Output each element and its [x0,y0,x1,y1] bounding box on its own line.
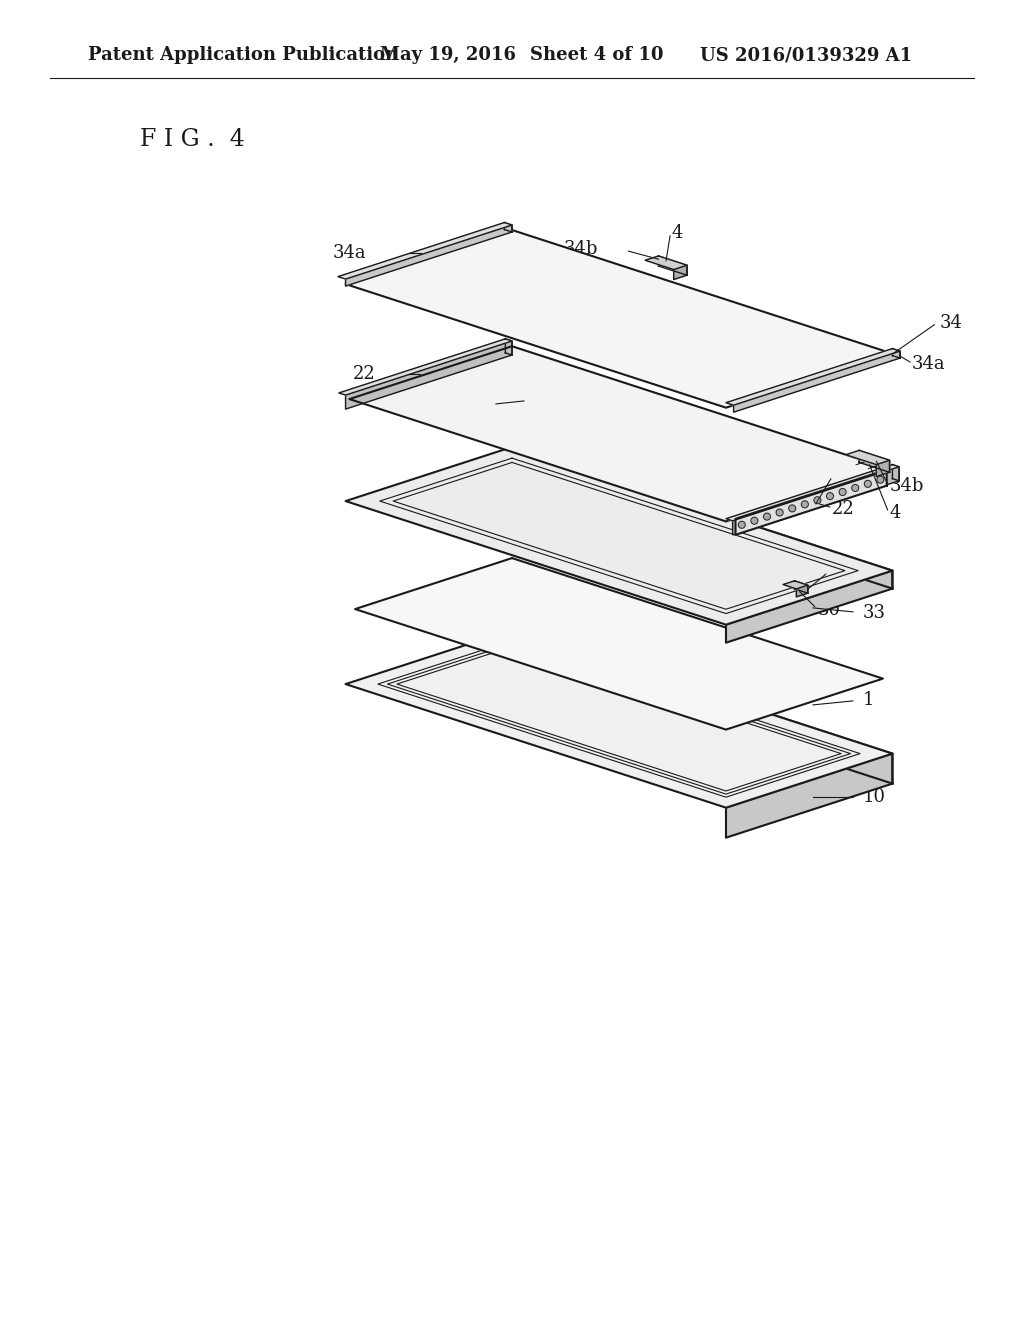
Polygon shape [339,339,512,395]
Polygon shape [893,465,899,480]
Polygon shape [645,256,687,269]
Polygon shape [732,467,899,535]
Text: 34: 34 [939,314,963,331]
Polygon shape [512,630,893,784]
Text: 34b: 34b [563,240,598,259]
Polygon shape [726,754,893,838]
Text: 30: 30 [818,601,841,619]
Polygon shape [726,348,900,405]
Polygon shape [893,348,900,358]
Circle shape [852,484,859,491]
Polygon shape [512,447,893,589]
Text: 30: 30 [431,397,454,414]
Text: 34b: 34b [890,478,924,495]
Text: May 19, 2016: May 19, 2016 [380,46,516,63]
Text: 33: 33 [863,603,886,622]
Text: 3: 3 [829,562,842,581]
Polygon shape [846,450,890,465]
Polygon shape [345,630,893,808]
Circle shape [738,521,745,528]
Polygon shape [345,447,893,624]
Text: 4: 4 [890,504,901,521]
Polygon shape [349,346,889,521]
Text: 22: 22 [831,500,854,517]
Polygon shape [505,339,512,355]
Polygon shape [407,467,831,605]
Circle shape [776,510,783,516]
Text: 10: 10 [863,788,886,807]
Circle shape [814,496,821,504]
Text: 34a: 34a [333,244,367,263]
Polygon shape [658,256,687,275]
Polygon shape [795,581,808,593]
Text: 21: 21 [834,467,857,484]
Circle shape [826,492,834,500]
Polygon shape [726,570,893,643]
Polygon shape [345,224,512,286]
Polygon shape [726,465,899,521]
Polygon shape [345,341,512,409]
Polygon shape [797,585,808,597]
Polygon shape [877,461,890,477]
Polygon shape [735,470,887,535]
Polygon shape [338,223,512,279]
Text: F I G .  4: F I G . 4 [140,128,245,152]
Circle shape [751,517,758,524]
Circle shape [788,506,796,512]
Circle shape [864,480,871,487]
Text: 22: 22 [352,366,375,383]
Text: 1: 1 [863,690,874,709]
Polygon shape [355,558,883,730]
Circle shape [839,488,846,495]
Polygon shape [505,223,512,232]
Text: 4: 4 [671,223,682,242]
Polygon shape [859,450,890,473]
Circle shape [877,477,884,483]
Text: 34a: 34a [912,355,945,374]
Circle shape [802,500,808,508]
Polygon shape [345,230,893,408]
Polygon shape [733,351,900,412]
Text: Sheet 4 of 10: Sheet 4 of 10 [530,46,664,63]
Text: Patent Application Publication: Patent Application Publication [88,46,398,63]
Text: US 2016/0139329 A1: US 2016/0139329 A1 [700,46,912,63]
Circle shape [764,513,770,520]
Polygon shape [783,581,808,589]
Polygon shape [674,265,687,280]
